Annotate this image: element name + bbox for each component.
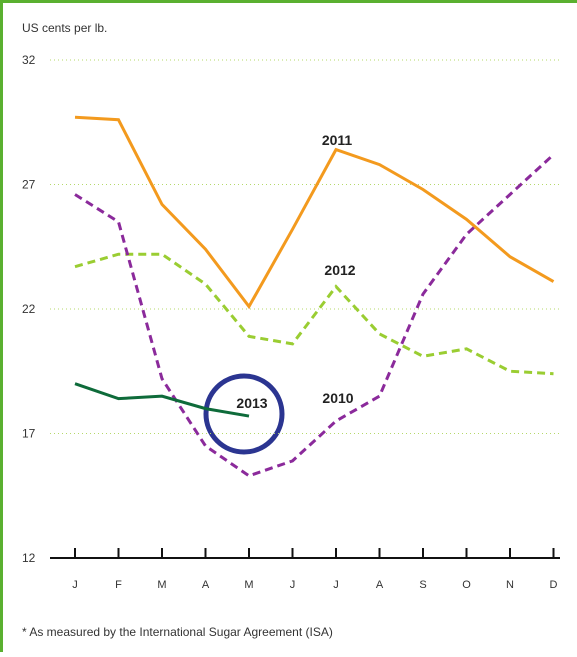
y-tick-label: 22 [22,302,36,316]
x-tick-label: A [202,579,210,591]
y-tick-label: 27 [22,178,36,192]
x-tick-label: M [157,579,166,591]
series-label: 2011 [322,132,353,148]
x-tick-label: J [72,579,78,591]
series-label: 2010 [322,390,353,406]
x-tick-label: A [376,579,384,591]
x-tick-label: N [506,579,514,591]
x-tick-label: O [462,579,471,591]
x-tick-label: F [115,579,122,591]
series-line [74,115,555,310]
series-line [74,153,555,478]
highlight-circle [203,373,285,455]
series-line [74,252,554,376]
series-label: 2013 [236,395,267,411]
footnote: * As measured by the International Sugar… [22,625,333,639]
x-tick-label: M [244,579,253,591]
y-axis-label: US cents per lb. [22,21,107,35]
x-tick-label: S [419,579,426,591]
x-tick-label: J [333,579,339,591]
y-tick-label: 17 [22,427,36,441]
y-tick-label: 12 [22,551,36,565]
x-tick-label: D [550,579,558,591]
series-label: 2012 [324,262,355,278]
x-tick-label: J [290,579,296,591]
series-line [74,382,250,418]
y-tick-label: 32 [22,53,36,67]
